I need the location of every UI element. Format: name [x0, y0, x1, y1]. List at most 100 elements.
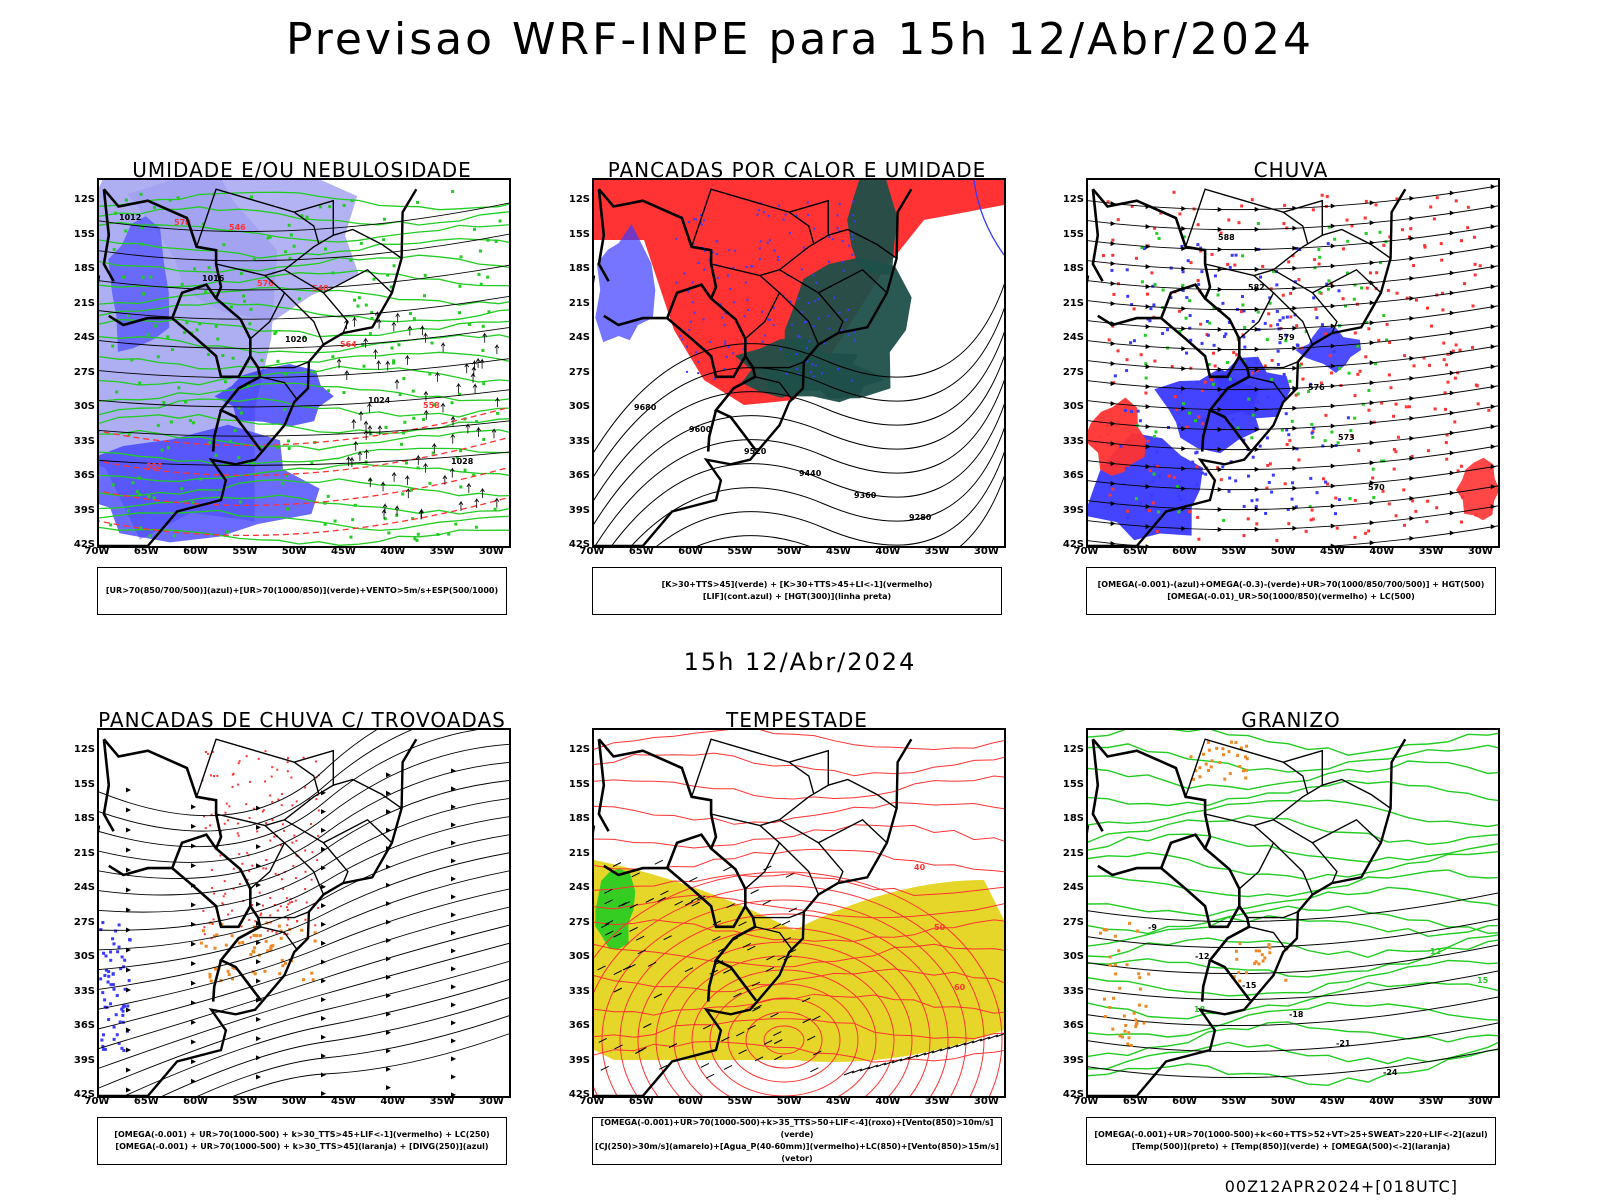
- lon-tick-label: 55W: [727, 546, 753, 557]
- lat-tick-label: 39S: [73, 1054, 95, 1066]
- legend-line: [OMEGA(-0.001)+UR>70(1000-500)+k<60+TTS>…: [1094, 1130, 1488, 1139]
- lon-tick-label: 45W: [826, 1096, 851, 1107]
- lat-tick-label: 39S: [568, 1054, 590, 1066]
- contour-label: 12: [1430, 947, 1441, 956]
- map-panel-pancadas_calor: 9680 9600 9520 9440 9360 9280: [592, 178, 1006, 548]
- legend-trovoadas: [OMEGA(-0.001) + UR>70(1000-500) + k>30_…: [97, 1117, 507, 1165]
- lat-tick-label: 12S: [568, 194, 590, 205]
- lat-tick-label: 15S: [1062, 778, 1084, 790]
- lat-tick-label: 42S: [73, 539, 95, 550]
- lat-tick-label: 21S: [73, 847, 95, 859]
- contour-label: 570: [174, 218, 191, 227]
- contour-label: 558: [423, 401, 440, 410]
- contour-label: 40: [914, 863, 926, 872]
- lat-tick-label: 27S: [1062, 366, 1084, 378]
- lon-tick-label: 45W: [331, 546, 356, 557]
- map-panel-chuva: 588 582 579 576 573 570: [1086, 178, 1500, 548]
- lon-tick-label: 60W: [1172, 1096, 1198, 1107]
- contour-label: 570: [1368, 483, 1385, 492]
- lon-tick-label: 65W: [133, 546, 159, 557]
- lon-tick-label: 35W: [924, 1096, 950, 1107]
- lon-tick-label: 45W: [1320, 546, 1345, 557]
- lat-tick-label: 30S: [568, 401, 590, 412]
- lat-tick-label: 12S: [73, 744, 95, 755]
- lat-tick-label: 39S: [568, 504, 590, 516]
- lat-tick-label: 24S: [568, 332, 590, 343]
- lat-tick-label: 21S: [1062, 847, 1084, 859]
- contour-label: 1020: [285, 335, 308, 344]
- lat-tick-label: 24S: [1062, 332, 1084, 343]
- legend-line: [OMEGA(-0.001) + UR>70(1000-500) + k>30_…: [115, 1142, 489, 1151]
- lat-tick-label: 30S: [1062, 401, 1084, 412]
- contour-label: 1028: [451, 457, 474, 466]
- contour-label: 9520: [744, 447, 767, 456]
- lat-tick-label: 15S: [73, 778, 95, 790]
- lat-tick-label: 42S: [1062, 539, 1084, 550]
- forecast-run-label: 00Z12APR2024+[018UTC]: [1224, 1177, 1458, 1196]
- legend-granizo: [OMEGA(-0.001)+UR>70(1000-500)+k<60+TTS>…: [1086, 1117, 1496, 1165]
- lon-tick-label: 35W: [429, 546, 455, 557]
- legend-line: [OMEGA(-0.01)_UR>50(1000/850)(vermelho) …: [1167, 592, 1415, 601]
- map-panel-granizo: -9 -12 -15 -18 -21 -24 12 15 18: [1086, 728, 1500, 1098]
- contour-label: 546: [229, 223, 246, 232]
- lat-tick-label: 21S: [73, 297, 95, 309]
- contour-label: 564: [340, 340, 357, 349]
- lon-tick-label: 30W: [478, 1096, 504, 1107]
- lat-tick-label: 18S: [1062, 813, 1084, 824]
- contour-label: 9440: [799, 469, 822, 478]
- lat-tick-label: 30S: [73, 951, 95, 962]
- lon-tick-label: 40W: [1369, 1096, 1395, 1107]
- contour-label: 60: [954, 983, 966, 992]
- lat-tick-label: 30S: [73, 401, 95, 412]
- lon-tick-label: 40W: [380, 1096, 406, 1107]
- contour-label: 1024: [368, 396, 391, 405]
- lat-tick-label: 15S: [1062, 228, 1084, 240]
- lon-tick-label: 55W: [1221, 1096, 1247, 1107]
- lon-tick-label: 65W: [1122, 1096, 1148, 1107]
- legend-umidade: [UR>70(850/700/500)](azul)+[UR>70(1000/8…: [97, 567, 507, 615]
- lon-tick-label: 50W: [1270, 1096, 1296, 1107]
- contour-label: -9: [1148, 923, 1157, 932]
- lat-tick-label: 33S: [568, 985, 590, 997]
- lat-tick-label: 42S: [73, 1089, 95, 1100]
- lon-tick-label: 40W: [1369, 546, 1395, 557]
- lat-tick-label: 21S: [568, 847, 590, 859]
- lat-tick-label: 15S: [568, 228, 590, 240]
- lat-tick-label: 15S: [73, 228, 95, 240]
- main-title: Previsao WRF-INPE para 15h 12/Abr/2024: [285, 14, 1314, 65]
- lon-tick-label: 50W: [1270, 546, 1296, 557]
- lon-tick-label: 35W: [1418, 546, 1444, 557]
- lon-tick-label: 55W: [1221, 546, 1247, 557]
- contour-label: 50: [934, 923, 946, 932]
- lat-tick-label: 36S: [73, 470, 95, 481]
- lon-tick-label: 40W: [380, 546, 406, 557]
- lon-tick-label: 50W: [281, 546, 307, 557]
- lat-tick-label: 27S: [1062, 916, 1084, 928]
- lon-tick-label: 70W: [579, 546, 605, 557]
- map-panel-trovoadas: [97, 728, 511, 1098]
- lon-tick-label: 45W: [331, 1096, 356, 1107]
- lat-tick-label: 36S: [568, 1020, 590, 1031]
- contour-label: 9360: [854, 491, 877, 500]
- lon-tick-label: 30W: [1467, 1096, 1493, 1107]
- map-canvas-trovoadas: [99, 730, 509, 1096]
- legend-line: [CJ(250)>30m/s](amarelo)+[Agua_P(40-60mm…: [595, 1142, 999, 1163]
- lon-tick-label: 30W: [478, 546, 504, 557]
- lat-tick-label: 15S: [568, 778, 590, 790]
- legend-tempestade: [OMEGA(-0.001)+UR>70(1000-500)+k>35_TTS>…: [592, 1117, 1002, 1165]
- lat-tick-label: 21S: [568, 297, 590, 309]
- lat-tick-label: 39S: [1062, 1054, 1084, 1066]
- lon-tick-label: 40W: [875, 546, 901, 557]
- lon-tick-label: 35W: [924, 546, 950, 557]
- legend-line: [OMEGA(-0.001)-(azul)+OMEGA(-0.3)-(verde…: [1097, 580, 1485, 589]
- contour-label: -12: [1195, 952, 1209, 961]
- lon-tick-label: 70W: [1073, 1096, 1099, 1107]
- lon-tick-label: 50W: [776, 546, 802, 557]
- lat-tick-label: 30S: [568, 951, 590, 962]
- lat-tick-label: 24S: [73, 882, 95, 893]
- lon-tick-label: 45W: [826, 546, 851, 557]
- lat-tick-label: 36S: [568, 470, 590, 481]
- lon-tick-label: 45W: [1320, 1096, 1345, 1107]
- lon-tick-label: 55W: [232, 1096, 258, 1107]
